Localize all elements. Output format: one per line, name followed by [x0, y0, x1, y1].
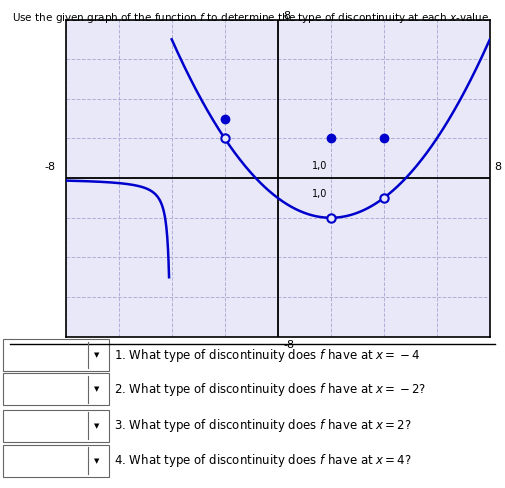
Text: 2. What type of discontinuity does $f$ have at $x = -2$?: 2. What type of discontinuity does $f$ h… — [114, 381, 426, 398]
Text: ▼: ▼ — [94, 423, 99, 429]
Text: ▼: ▼ — [94, 352, 99, 358]
Text: 4. What type of discontinuity does $f$ have at $x = 4$?: 4. What type of discontinuity does $f$ h… — [114, 452, 412, 469]
Text: ▼: ▼ — [94, 458, 99, 464]
Text: Use the given graph of the function $f$ to determine the type of discontinuity a: Use the given graph of the function $f$ … — [13, 11, 492, 25]
Text: ▼: ▼ — [94, 386, 99, 392]
Text: 3. What type of discontinuity does $f$ have at $x = 2$?: 3. What type of discontinuity does $f$ h… — [114, 417, 412, 434]
Text: 8: 8 — [494, 162, 501, 172]
Text: 8: 8 — [283, 11, 290, 20]
Text: 1. What type of discontinuity does $f$ have at $x = -4$: 1. What type of discontinuity does $f$ h… — [114, 346, 420, 364]
Text: -8: -8 — [283, 340, 294, 349]
Text: 1,0: 1,0 — [312, 189, 328, 199]
Text: -8: -8 — [44, 162, 56, 172]
Text: 1,0: 1,0 — [312, 161, 328, 171]
